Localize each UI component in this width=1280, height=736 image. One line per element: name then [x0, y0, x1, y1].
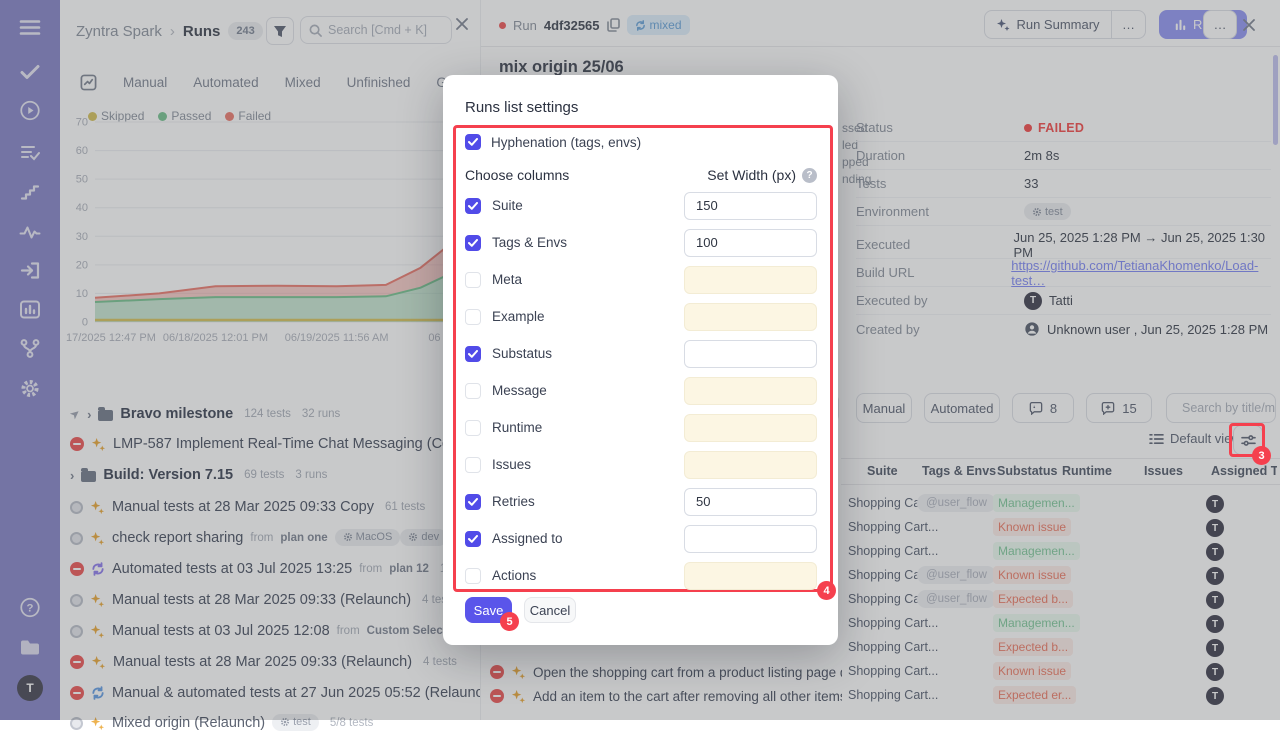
column-setting-row: Issues	[465, 446, 817, 483]
help-icon[interactable]: ?	[802, 168, 817, 183]
column-setting-row: Substatus	[465, 335, 817, 372]
column-label: Retries	[492, 494, 535, 509]
annotation-badge-5: 5	[500, 612, 519, 631]
columns-header: Choose columns Set Width (px)?	[465, 167, 817, 183]
column-checkbox[interactable]	[465, 198, 481, 214]
column-label: Tags & Envs	[492, 235, 567, 250]
column-checkbox[interactable]	[465, 309, 481, 325]
column-label: Runtime	[492, 420, 542, 435]
hyphenation-checkbox[interactable]	[465, 134, 481, 150]
column-checkbox[interactable]	[465, 383, 481, 399]
column-label: Example	[492, 309, 545, 324]
column-checkbox[interactable]	[465, 235, 481, 251]
runs-list-settings-modal: Runs list settings Hyphenation (tags, en…	[443, 75, 838, 645]
column-width-input[interactable]	[684, 525, 817, 553]
column-width-input[interactable]	[684, 562, 817, 590]
column-label: Assigned to	[492, 531, 563, 546]
column-width-input[interactable]	[684, 451, 817, 479]
column-width-input[interactable]	[684, 414, 817, 442]
column-checkbox[interactable]	[465, 457, 481, 473]
column-checkbox[interactable]	[465, 494, 481, 510]
column-checkbox[interactable]	[465, 346, 481, 362]
column-checkbox[interactable]	[465, 568, 481, 584]
column-setting-row: Actions	[465, 557, 817, 594]
column-setting-row: Message	[465, 372, 817, 409]
column-width-input[interactable]	[684, 340, 817, 368]
column-label: Message	[492, 383, 547, 398]
set-width-label: Set Width (px)	[707, 167, 796, 183]
column-setting-row: Meta	[465, 261, 817, 298]
column-checkbox[interactable]	[465, 531, 481, 547]
hyphenation-label: Hyphenation (tags, envs)	[491, 135, 641, 150]
column-setting-row: Assigned to	[465, 520, 817, 557]
column-label: Actions	[492, 568, 536, 583]
column-setting-row: Retries 50	[465, 483, 817, 520]
annotation-badge-4: 4	[817, 581, 836, 600]
column-checkbox[interactable]	[465, 420, 481, 436]
hyphenation-row: Hyphenation (tags, envs)	[465, 129, 641, 155]
column-width-input[interactable]: 50	[684, 488, 817, 516]
column-width-input[interactable]: 150	[684, 192, 817, 220]
column-label: Issues	[492, 457, 531, 472]
column-setting-row: Example	[465, 298, 817, 335]
column-width-input[interactable]	[684, 377, 817, 405]
column-setting-row: Tags & Envs 100	[465, 224, 817, 261]
column-width-input[interactable]	[684, 266, 817, 294]
column-label: Meta	[492, 272, 522, 287]
column-label: Suite	[492, 198, 523, 213]
cancel-button[interactable]: Cancel	[524, 597, 576, 623]
column-setting-row: Suite 150	[465, 187, 817, 224]
choose-columns-label: Choose columns	[465, 167, 569, 183]
column-label: Substatus	[492, 346, 552, 361]
column-width-input[interactable]	[684, 303, 817, 331]
column-checkbox[interactable]	[465, 272, 481, 288]
column-setting-row: Runtime	[465, 409, 817, 446]
annotation-badge-3: 3	[1252, 446, 1271, 465]
column-width-input[interactable]: 100	[684, 229, 817, 257]
modal-title: Runs list settings	[465, 99, 578, 116]
